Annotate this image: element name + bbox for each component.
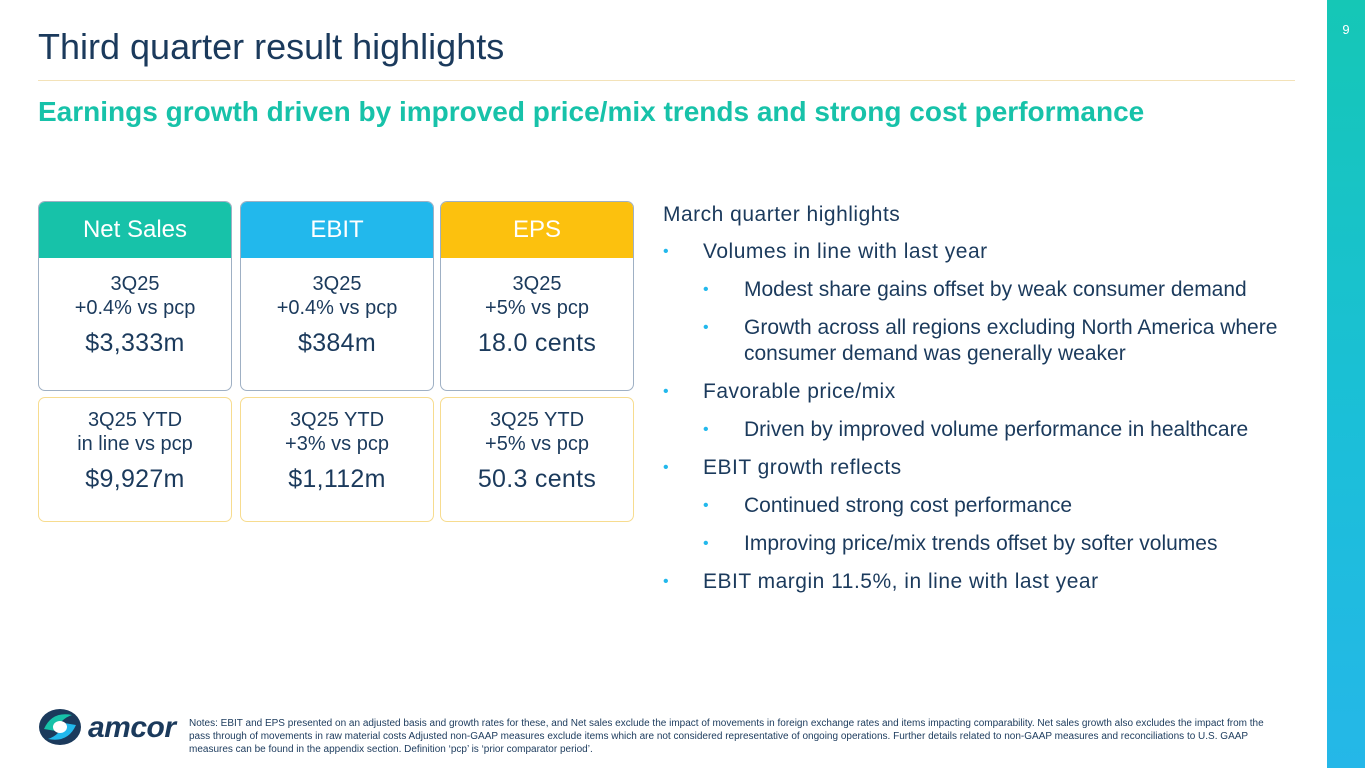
amcor-logo-icon [39,709,81,745]
highlight-subtext: Driven by improved volume performance in… [744,418,1249,441]
ebit-quarter-change: +0.4% vs pcp [276,297,398,319]
bullet-icon: • [663,383,670,400]
bullet-icon: • [663,243,670,260]
eps-ytd-change: +5% vs pcp [485,433,589,455]
net-sales-header: Net Sales [39,202,231,258]
page-number: 9 [1342,22,1350,37]
net-sales-ytd-value: $9,927m [85,465,185,493]
highlight-subitem: • Driven by improved volume performance … [663,417,1313,443]
net-sales-quarter-card: Net Sales 3Q25 +0.4% vs pcp $3,333m [38,201,232,391]
eps-ytd-value: 50.3 cents [477,465,597,493]
bullet-icon: • [703,497,709,514]
highlight-item: • EBIT margin 11.5%, in line with last y… [663,569,1313,595]
highlight-subtext: Growth across all regions excluding Nort… [744,316,1278,365]
highlight-subitem: • Improving price/mix trends offset by s… [663,531,1313,557]
title-divider [38,80,1295,81]
net-sales-ytd-card: 3Q25 YTD in line vs pcp $9,927m [38,397,232,522]
eps-quarter-value: 18.0 cents [477,329,597,357]
ebit-header: EBIT [241,202,433,258]
page-subtitle: Earnings growth driven by improved price… [38,96,1145,127]
footer-notes: Notes: EBIT and EPS presented on an adju… [189,718,1264,755]
ebit-ytd-value: $1,112m [288,465,386,493]
eps-ytd-period: 3Q25 YTD [489,409,585,431]
ebit-ytd-change: +3% vs pcp [285,433,389,455]
net-sales-ytd-change: in line vs pcp [77,433,193,455]
highlight-subitem: • Growth across all regions excluding No… [663,315,1313,367]
ebit-quarter-value: $384m [298,329,376,357]
bullet-icon: • [703,421,709,438]
highlight-item: • EBIT growth reflects [663,455,1313,481]
bullet-icon: • [703,535,709,552]
highlight-item: • Favorable price/mix [663,379,1313,405]
net-sales-quarter-value: $3,333m [85,329,185,357]
highlight-item: • Volumes in line with last year [663,239,1313,265]
eps-quarter-change: +5% vs pcp [485,297,589,319]
eps-header: EPS [441,202,633,258]
page-title: Third quarter result highlights [38,26,505,67]
bullet-icon: • [663,459,670,476]
bullet-icon: • [663,573,670,590]
sidebar-accent-bar [1327,0,1365,768]
amcor-logo-text: amcor [88,711,176,744]
highlight-subtext: Improving price/mix trends offset by sof… [744,532,1218,555]
ebit-quarter-period: 3Q25 [312,273,362,295]
highlight-text: Volumes in line with last year [703,240,988,263]
net-sales-quarter-change: +0.4% vs pcp [74,297,196,319]
highlight-subitem: • Continued strong cost performance [663,493,1313,519]
ebit-ytd-period: 3Q25 YTD [289,409,385,431]
eps-quarter-card: EPS 3Q25 +5% vs pcp 18.0 cents [440,201,634,391]
net-sales-ytd-period: 3Q25 YTD [87,409,183,431]
eps-ytd-card: 3Q25 YTD +5% vs pcp 50.3 cents [440,397,634,522]
highlight-text: Favorable price/mix [703,380,896,403]
ebit-quarter-card: EBIT 3Q25 +0.4% vs pcp $384m [240,201,434,391]
highlight-subitem: • Modest share gains offset by weak cons… [663,277,1313,303]
quarter-highlights-list: March quarter highlights • Volumes in li… [663,203,1313,607]
ebit-ytd-card: 3Q25 YTD +3% vs pcp $1,112m [240,397,434,522]
highlight-text: EBIT growth reflects [703,456,902,479]
eps-quarter-period: 3Q25 [512,273,562,295]
highlight-subtext: Modest share gains offset by weak consum… [744,278,1247,301]
net-sales-quarter-period: 3Q25 [110,273,160,295]
bullet-icon: • [703,319,709,336]
highlight-text: EBIT margin 11.5%, in line with last yea… [703,570,1099,593]
highlights-heading: March quarter highlights [663,203,901,226]
highlight-subtext: Continued strong cost performance [744,494,1073,517]
bullet-icon: • [703,281,709,298]
